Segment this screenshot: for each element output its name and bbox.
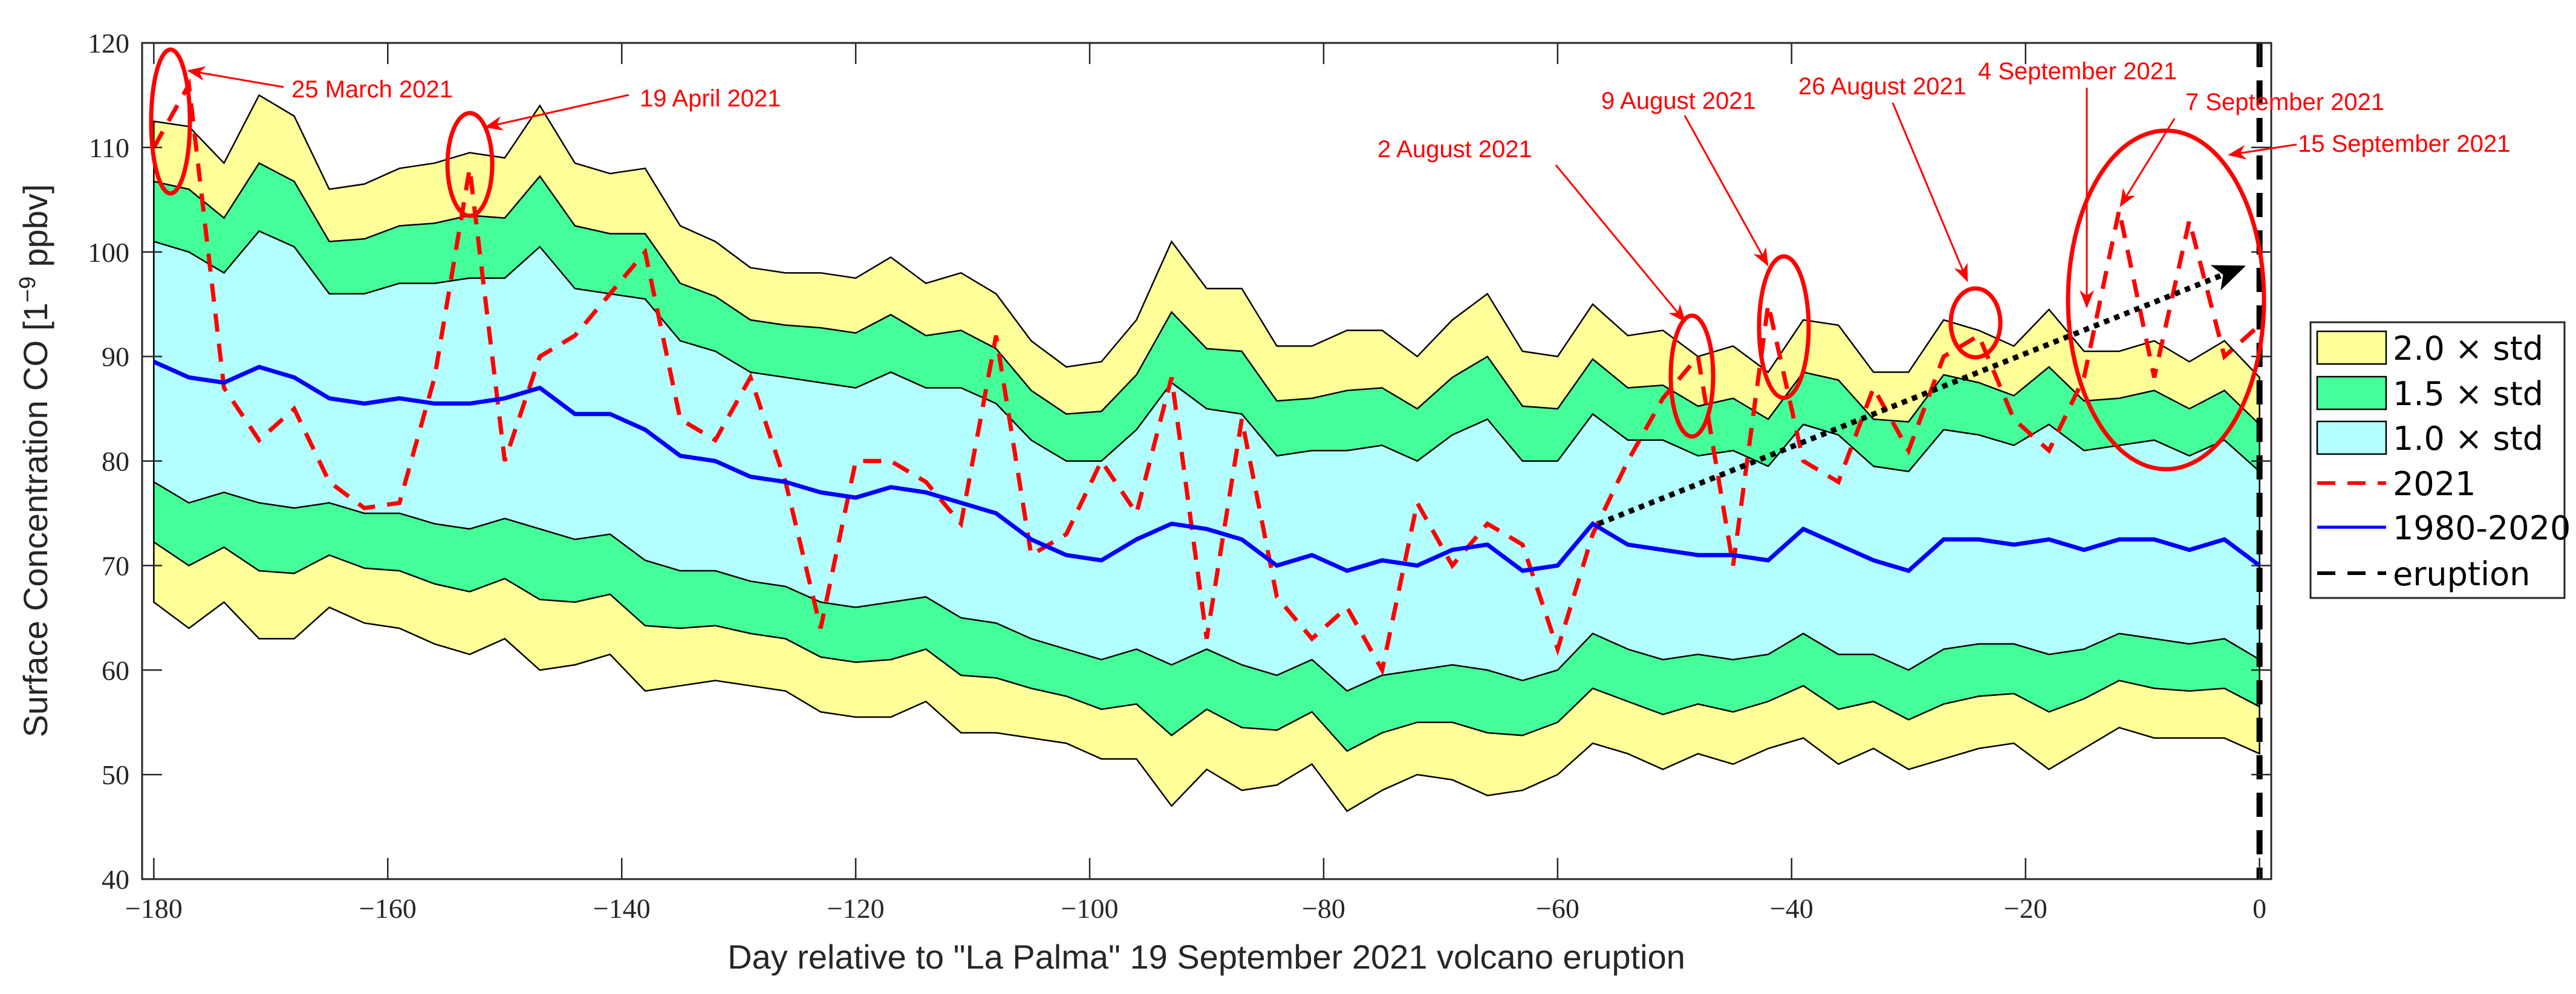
y-tick-label: 60 bbox=[102, 655, 129, 686]
annotation-arrow bbox=[2119, 118, 2176, 207]
legend-label: 1.5 × std bbox=[2393, 375, 2543, 413]
annotation-arrow bbox=[187, 66, 284, 88]
legend-box bbox=[2309, 321, 2566, 599]
x-tick-label: −80 bbox=[1302, 893, 1345, 924]
annotation-label: 25 March 2021 bbox=[291, 76, 453, 103]
x-tick-label: −140 bbox=[593, 893, 651, 924]
y-tick-label: 90 bbox=[102, 342, 129, 372]
legend-label: 1980-2020 bbox=[2393, 509, 2571, 547]
y-axis-label-unit: ppbv] bbox=[16, 184, 54, 277]
legend-label: 1.0 × std bbox=[2393, 420, 2543, 458]
x-tick-label: −160 bbox=[359, 893, 417, 924]
annotation-label: 9 August 2021 bbox=[1601, 88, 1756, 114]
legend-swatch bbox=[2316, 420, 2387, 455]
legend-label: 2021 bbox=[2393, 465, 2476, 503]
highlight-ellipse bbox=[445, 111, 495, 218]
std-bands bbox=[153, 94, 2260, 813]
annotation-arrow bbox=[1555, 164, 1686, 323]
highlight-ellipse bbox=[1948, 286, 2003, 360]
annotation-label: 19 April 2021 bbox=[640, 85, 781, 112]
annotation-arrow bbox=[484, 94, 629, 131]
x-tick-label: −20 bbox=[2004, 893, 2047, 924]
legend-label: 2.0 × std bbox=[2393, 330, 2543, 368]
series-2021-line bbox=[152, 77, 2261, 677]
annotation-label: 4 September 2021 bbox=[1978, 58, 2177, 85]
highlight-ellipse bbox=[1668, 313, 1716, 439]
y-tick-label: 70 bbox=[102, 550, 129, 581]
annotation-label: 7 September 2021 bbox=[2185, 89, 2384, 115]
axes: −180 −160 −140 −120 −100 −80 −60 −40 −20 0 40 50 60 7… bbox=[88, 28, 2272, 924]
annotation-label: 2 August 2021 bbox=[1377, 136, 1532, 163]
y-tick-label: 120 bbox=[88, 28, 129, 59]
y-axis-label-sup: −9 bbox=[15, 276, 41, 302]
annotation-arrow bbox=[1891, 102, 1968, 282]
x-axis-label: Day relative to "La Palma" 19 September … bbox=[727, 938, 1685, 976]
x-tick-label: −180 bbox=[125, 893, 183, 924]
x-tick-label: −100 bbox=[1061, 893, 1119, 924]
highlight-ellipse bbox=[1757, 254, 1811, 400]
x-tick-label: −40 bbox=[1770, 893, 1813, 924]
y-tick-label: 50 bbox=[102, 759, 129, 790]
annotation-arrow bbox=[2228, 143, 2297, 160]
legend: 2.0 × std 1.5 × std 1.0 × std 2021 1980-2020… bbox=[2309, 321, 2571, 599]
legend-swatch bbox=[2316, 375, 2387, 411]
highlight-ellipse bbox=[149, 47, 192, 196]
x-tick-label: 0 bbox=[2252, 893, 2266, 924]
annotation-arrow bbox=[1683, 115, 1769, 267]
x-tick-label: −60 bbox=[1536, 893, 1579, 924]
y-tick-label: 110 bbox=[89, 132, 129, 163]
x-tick-label: −120 bbox=[827, 893, 885, 924]
annotations: 25 March 2021 19 April 2021 2 August 2021 9… bbox=[149, 47, 2510, 472]
annotation-label: 26 August 2021 bbox=[1798, 73, 1966, 100]
legend-swatch bbox=[2316, 330, 2387, 365]
y-axis-label-main: Surface Concentration CO [1 bbox=[16, 302, 54, 737]
legend-label: eruption bbox=[2393, 555, 2530, 593]
annotation-label: 15 September 2021 bbox=[2298, 131, 2510, 157]
y-tick-label: 80 bbox=[102, 446, 129, 477]
series-1980-2020-line bbox=[152, 360, 2261, 573]
y-tick-label: 100 bbox=[88, 237, 129, 268]
y-axis-label: Surface Concentration CO [1−9 ppbv] bbox=[15, 184, 54, 738]
y-tick-label: 40 bbox=[102, 864, 129, 895]
